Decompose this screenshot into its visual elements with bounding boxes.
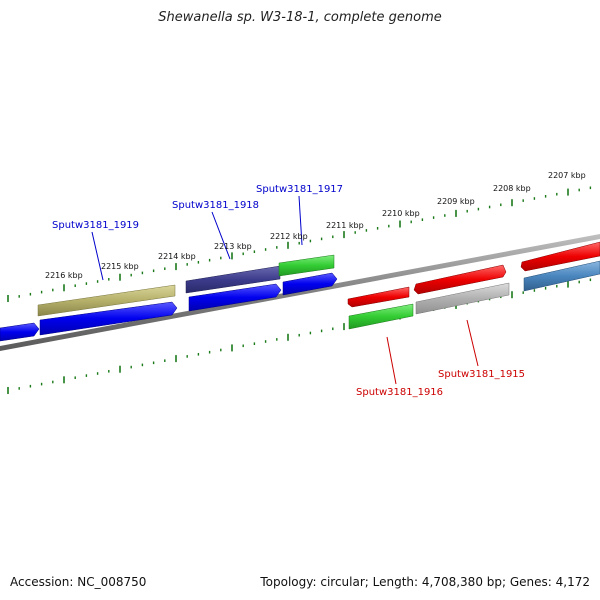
gene-feature-green-1917: [278, 254, 335, 277]
map-title: Shewanella sp. W3-18-1, complete genome: [158, 10, 442, 25]
genome-summary-text: Topology: circular; Length: 4,708,380 bp…: [260, 575, 590, 589]
gene-label-1916: Sputw3181_1916: [356, 387, 443, 398]
gene-feature-red-3: [520, 241, 600, 272]
gene-feature-blue-1919: [39, 301, 178, 336]
gene-feature-blue-1918: [188, 283, 282, 312]
gene-label-1919: Sputw3181_1919: [52, 220, 139, 231]
gene-feature-blue-left: [0, 322, 40, 342]
kbp-label-2211: 2211 kbp: [326, 221, 364, 230]
gene-feature-blue-1917: [282, 272, 338, 296]
gene-label-1917: Sputw3181_1917: [256, 184, 343, 195]
gene-features: [0, 241, 600, 342]
kbp-label-2207: 2207 kbp: [548, 171, 586, 180]
gene-label-1918: Sputw3181_1918: [172, 200, 259, 211]
label-leaders: [91, 195, 479, 385]
kbp-label-2214: 2214 kbp: [158, 252, 196, 261]
kbp-label-2215: 2215 kbp: [101, 262, 139, 271]
genome-backbone: [0, 234, 600, 351]
gene-label-1915: Sputw3181_1915: [438, 369, 525, 380]
kbp-labels: 2216 kbp 2215 kbp 2214 kbp 2213 kbp 2212…: [45, 171, 586, 280]
gene-feature-steel: [523, 260, 600, 292]
kbp-label-2212: 2212 kbp: [270, 232, 308, 241]
gene-feature-olive: [37, 284, 176, 317]
gene-feature-navy-1918: [185, 265, 281, 294]
gene-labels: Sputw3181_1919 Sputw3181_1918 Sputw3181_…: [52, 184, 525, 398]
kbp-label-2208: 2208 kbp: [493, 184, 531, 193]
accession-text: Accession: NC_008750: [10, 575, 147, 589]
kbp-label-2216: 2216 kbp: [45, 271, 83, 280]
gene-feature-red-2: [413, 264, 507, 295]
kbp-label-2210: 2210 kbp: [382, 209, 420, 218]
ruler-top-ticks: [7, 186, 592, 302]
gene-feature-green-1916: [348, 303, 414, 330]
kbp-label-2213: 2213 kbp: [214, 242, 252, 251]
gene-feature-red-1: [347, 286, 410, 308]
gene-feature-grey-1915: [415, 282, 510, 315]
kbp-label-2209: 2209 kbp: [437, 197, 475, 206]
